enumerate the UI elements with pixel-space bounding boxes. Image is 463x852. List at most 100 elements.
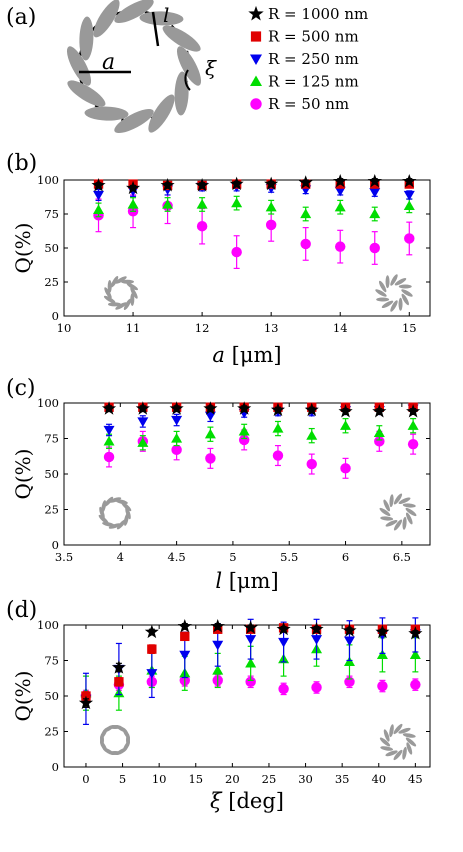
data-point xyxy=(272,423,284,433)
panel-label-d: (d) xyxy=(6,598,37,623)
series-star xyxy=(91,173,417,195)
inset-rod xyxy=(385,750,398,757)
ring-schematic: (a) a l ξ xyxy=(6,0,217,134)
rod-ellipse xyxy=(114,0,154,24)
data-point xyxy=(229,176,244,191)
panel-label-c: (c) xyxy=(6,376,36,401)
data-point xyxy=(369,242,380,254)
x-tick-label: 5.5 xyxy=(280,550,298,564)
data-point xyxy=(369,188,381,198)
data-point xyxy=(403,200,415,210)
inset-rod xyxy=(401,289,413,297)
data-point xyxy=(245,635,257,645)
data-point xyxy=(196,198,208,209)
x-tick-label: 25 xyxy=(262,772,277,786)
x-axis-unit: [μm] xyxy=(229,569,279,593)
data-point xyxy=(238,425,250,436)
data-point xyxy=(377,680,388,692)
inset-rod xyxy=(401,293,409,306)
xi-angle-arc xyxy=(184,69,191,91)
x-tick-label: 3.5 xyxy=(55,550,73,564)
x-tick-label: 10 xyxy=(57,321,72,335)
data-point xyxy=(309,621,324,636)
series-star xyxy=(101,401,421,418)
x-tick-label: 13 xyxy=(264,321,279,335)
inset-rod xyxy=(393,749,403,761)
data-point xyxy=(410,679,421,690)
inset-rod xyxy=(398,497,411,505)
data-point xyxy=(276,621,291,636)
x-tick-label: 6 xyxy=(342,550,349,564)
inset-rod xyxy=(385,275,390,289)
series-circle xyxy=(103,429,419,479)
data-point xyxy=(333,173,348,188)
inset-rod xyxy=(406,742,413,755)
legend-marker xyxy=(250,31,262,42)
inset-ring-left xyxy=(99,725,131,756)
data-point xyxy=(245,676,256,688)
inset-rod xyxy=(405,737,417,747)
data-point xyxy=(340,463,351,474)
data-point xyxy=(300,238,311,250)
x-tick-label: 14 xyxy=(333,321,348,335)
y-tick-label: 25 xyxy=(44,725,59,739)
series-square xyxy=(104,402,418,412)
data-point xyxy=(408,626,423,640)
data-point xyxy=(369,208,381,219)
rod-ellipse xyxy=(66,46,92,86)
y-tick-label: 50 xyxy=(44,467,59,481)
y-tick-label: 0 xyxy=(52,760,59,774)
rod-ellipse xyxy=(114,108,154,134)
data-point xyxy=(179,650,191,661)
inset-rod xyxy=(402,733,416,738)
y-tick-label: 75 xyxy=(44,207,59,221)
rod-ellipse xyxy=(79,16,94,61)
x-axis-symbol: ξ xyxy=(210,789,228,813)
x-tick-label: 5 xyxy=(229,550,236,564)
data-point xyxy=(171,415,183,426)
inset-rod xyxy=(398,727,411,734)
panel-label-b: (b) xyxy=(6,151,37,176)
data-point xyxy=(204,428,216,439)
panel-label-a: (a) xyxy=(6,5,36,30)
data-point xyxy=(137,417,149,427)
data-point xyxy=(334,201,346,212)
inset-rod xyxy=(130,292,135,306)
data-point xyxy=(91,178,106,192)
inset-rod xyxy=(380,516,394,521)
y-tick-label: 50 xyxy=(44,241,59,255)
data-point xyxy=(375,624,390,639)
inset-rod xyxy=(393,723,403,735)
rod-ellipse xyxy=(84,106,129,121)
inset-rod xyxy=(385,520,398,527)
x-axis-unit: [μm] xyxy=(232,343,282,367)
x-tick-label: 6.5 xyxy=(393,550,411,564)
inset-rod xyxy=(398,297,403,311)
label-l-symbol: l xyxy=(163,3,169,27)
x-tick-label: 5 xyxy=(119,772,126,786)
data-point xyxy=(137,437,149,447)
inset-rod xyxy=(389,724,394,738)
data-point xyxy=(342,623,357,637)
inset-ring-left xyxy=(98,496,132,530)
x-tick-label: 35 xyxy=(335,772,350,786)
data-point xyxy=(338,404,353,418)
rod-ellipse xyxy=(176,46,202,86)
x-axis-unit: [deg] xyxy=(228,789,284,813)
inset-rod xyxy=(126,282,138,291)
x-tick-label: 45 xyxy=(408,772,423,786)
data-point xyxy=(127,198,139,209)
x-tick-label: 4 xyxy=(117,550,124,564)
data-point xyxy=(103,435,115,446)
legend-marker xyxy=(250,75,262,86)
inset-rod xyxy=(375,289,387,297)
x-tick-label: 4.5 xyxy=(167,550,185,564)
legend-label: R = 125 nm xyxy=(268,73,359,91)
inset-rod xyxy=(115,302,127,310)
data-point xyxy=(135,401,150,415)
inset-rod xyxy=(405,512,413,525)
inset-rod xyxy=(99,506,105,520)
series-square xyxy=(93,179,414,191)
inset-rod xyxy=(122,727,130,740)
rod-ellipse xyxy=(162,25,201,52)
